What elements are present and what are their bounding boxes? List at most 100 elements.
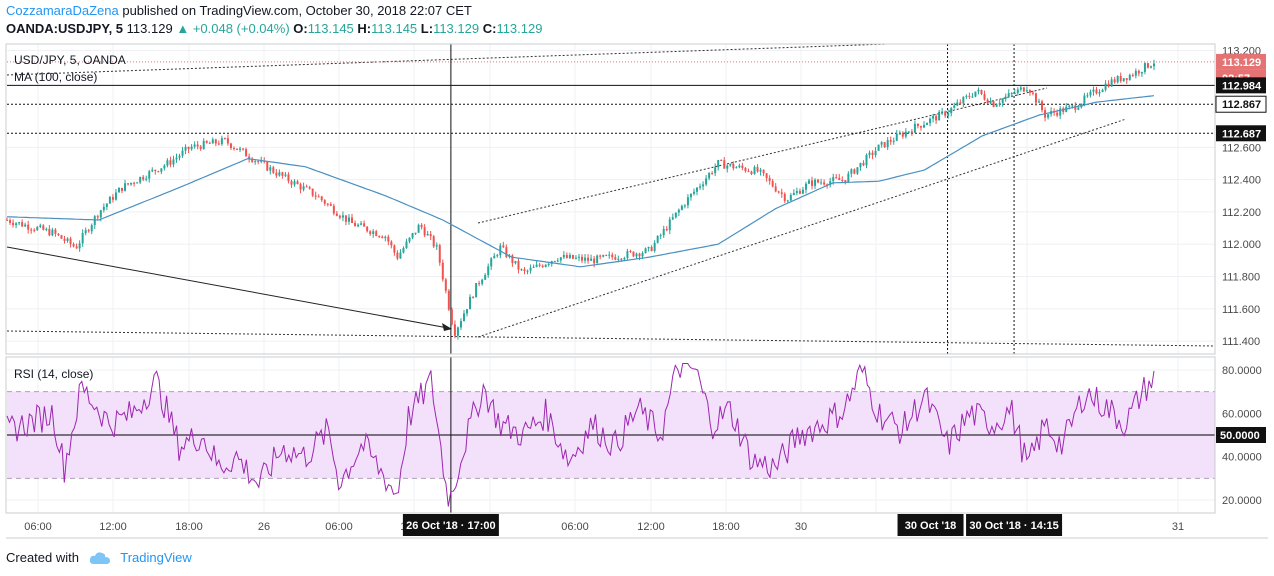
candle-body — [904, 131, 907, 137]
candle-body — [96, 216, 99, 218]
footer: Created with TradingView — [6, 549, 192, 567]
candle-body — [381, 236, 384, 239]
candle-body — [638, 253, 641, 257]
channel-lower — [477, 118, 1127, 338]
candle-body — [726, 165, 729, 169]
candle-body — [1016, 89, 1019, 93]
candle-body — [614, 257, 617, 260]
candle-body — [1104, 83, 1107, 90]
candle-body — [148, 171, 151, 179]
candle-body — [968, 95, 971, 97]
candle-body — [529, 267, 532, 271]
candle-body — [571, 254, 574, 259]
candlestick-series — [6, 59, 1155, 340]
candle-body — [526, 270, 529, 272]
time-tick-label: 12:00 — [99, 521, 127, 533]
candle-body — [916, 123, 919, 126]
candle-body — [938, 111, 941, 121]
candle-body — [232, 148, 235, 150]
candle-body — [472, 296, 475, 298]
candle-body — [51, 229, 54, 236]
candle-body — [1122, 78, 1125, 82]
price-label-box — [1215, 95, 1267, 113]
candle-body — [462, 313, 465, 322]
candle-body — [469, 296, 472, 310]
candle-body — [441, 262, 444, 280]
time-axis[interactable]: 06:0012:0018:002606:0012:002906:0012:001… — [24, 514, 1184, 536]
candle-body — [656, 235, 659, 243]
candle-body — [15, 223, 18, 226]
close-label: C: — [482, 21, 497, 36]
price-axis[interactable]: 111.400 111.600 111.800 112.000 112.200 112.4… — [1215, 45, 1267, 507]
candle-body — [744, 168, 747, 172]
candle-body — [683, 205, 686, 207]
price-tick-label: 112.200 — [1222, 207, 1261, 219]
price-tick-label: 111.400 — [1222, 336, 1260, 348]
candle-body — [756, 167, 759, 172]
candle-body — [87, 230, 90, 232]
high-value: 113.145 — [371, 21, 418, 36]
candle-body — [187, 146, 190, 150]
candle-body — [856, 167, 859, 174]
candle-body — [281, 172, 284, 176]
candle-body — [145, 178, 148, 180]
candle-body — [919, 125, 922, 128]
candle-body — [284, 174, 287, 176]
candle-body — [90, 225, 93, 232]
candle-body — [587, 257, 590, 261]
time-tick-label: 06:00 — [325, 521, 353, 533]
candle-body — [166, 160, 169, 166]
candle-body — [883, 142, 886, 148]
candle-body — [311, 188, 314, 196]
candle-body — [965, 95, 968, 97]
candle-body — [1110, 79, 1113, 87]
candle-body — [417, 224, 420, 233]
candle-body — [99, 210, 102, 218]
candle-body — [114, 192, 117, 200]
candle-body — [653, 242, 656, 252]
symbol-label: OANDA:USDJPY, 5 — [6, 21, 124, 36]
candle-body — [296, 181, 299, 185]
candle-body — [1119, 76, 1122, 82]
open-value: 113.145 — [307, 21, 354, 36]
candle-body — [922, 124, 925, 128]
candle-body — [202, 140, 205, 150]
candle-body — [375, 231, 378, 236]
price-tick-label: 112.600 — [1222, 142, 1261, 154]
candle-body — [169, 160, 172, 165]
candle-body — [299, 184, 302, 190]
candle-body — [611, 254, 614, 258]
candle-body — [481, 279, 484, 284]
candle-body — [668, 219, 671, 231]
time-marker-label: 26 Oct '18 · 17:00 — [406, 520, 495, 532]
price-tick-label: 112.000 — [1222, 239, 1261, 251]
candle-body — [705, 178, 708, 185]
candle-body — [759, 169, 762, 172]
publish-info: published on TradingView.com, October 30… — [122, 3, 472, 18]
candle-body — [1140, 71, 1143, 74]
rsi-band — [7, 391, 1215, 479]
candle-body — [248, 156, 251, 160]
author-link[interactable]: CozzamaraDaZena — [6, 3, 119, 18]
candle-body — [702, 184, 705, 187]
candle-body — [850, 169, 853, 174]
candle-body — [795, 190, 798, 193]
candle-body — [420, 224, 423, 228]
candle-body — [511, 255, 514, 264]
publish-header: CozzamaraDaZena published on TradingView… — [6, 3, 472, 19]
candle-body — [211, 139, 214, 144]
price-tick-label: 111.600 — [1222, 304, 1260, 316]
candle-body — [354, 222, 357, 227]
tradingview-link[interactable]: TradingView — [120, 550, 192, 565]
candle-body — [414, 232, 417, 234]
candle-body — [1004, 96, 1007, 99]
candle-body — [399, 252, 402, 259]
candle-body — [889, 140, 892, 142]
candle-body — [623, 257, 626, 260]
price-label: 113.129 — [1222, 57, 1261, 69]
candle-body — [962, 96, 965, 104]
candle-body — [220, 138, 223, 145]
candle-body — [602, 255, 605, 257]
candle-body — [750, 171, 753, 175]
